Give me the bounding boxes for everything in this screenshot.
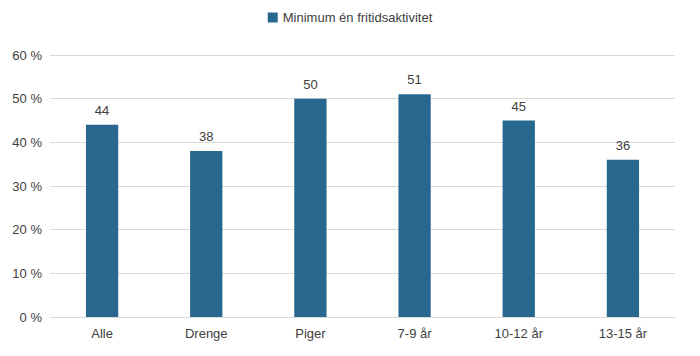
svg-text:10 %: 10 % bbox=[12, 266, 42, 281]
svg-text:10-12 år: 10-12 år bbox=[495, 326, 544, 341]
svg-text:45: 45 bbox=[512, 99, 526, 114]
svg-text:38: 38 bbox=[199, 129, 213, 144]
svg-text:44: 44 bbox=[95, 103, 109, 118]
svg-text:20 %: 20 % bbox=[12, 222, 42, 237]
svg-text:30 %: 30 % bbox=[12, 179, 42, 194]
svg-text:7-9 år: 7-9 år bbox=[398, 326, 433, 341]
svg-text:13-15 år: 13-15 år bbox=[599, 326, 648, 341]
svg-text:Minimum én fritidsaktivitet: Minimum én fritidsaktivitet bbox=[283, 10, 433, 25]
svg-text:0 %: 0 % bbox=[20, 310, 43, 325]
svg-text:60 %: 60 % bbox=[12, 48, 42, 63]
svg-text:40 %: 40 % bbox=[12, 135, 42, 150]
svg-text:51: 51 bbox=[407, 72, 421, 87]
svg-text:Alle: Alle bbox=[91, 326, 113, 341]
svg-text:36: 36 bbox=[616, 138, 630, 153]
svg-text:50: 50 bbox=[303, 77, 317, 92]
svg-text:Piger: Piger bbox=[295, 326, 326, 341]
svg-text:Drenge: Drenge bbox=[185, 326, 228, 341]
svg-text:50 %: 50 % bbox=[12, 91, 42, 106]
